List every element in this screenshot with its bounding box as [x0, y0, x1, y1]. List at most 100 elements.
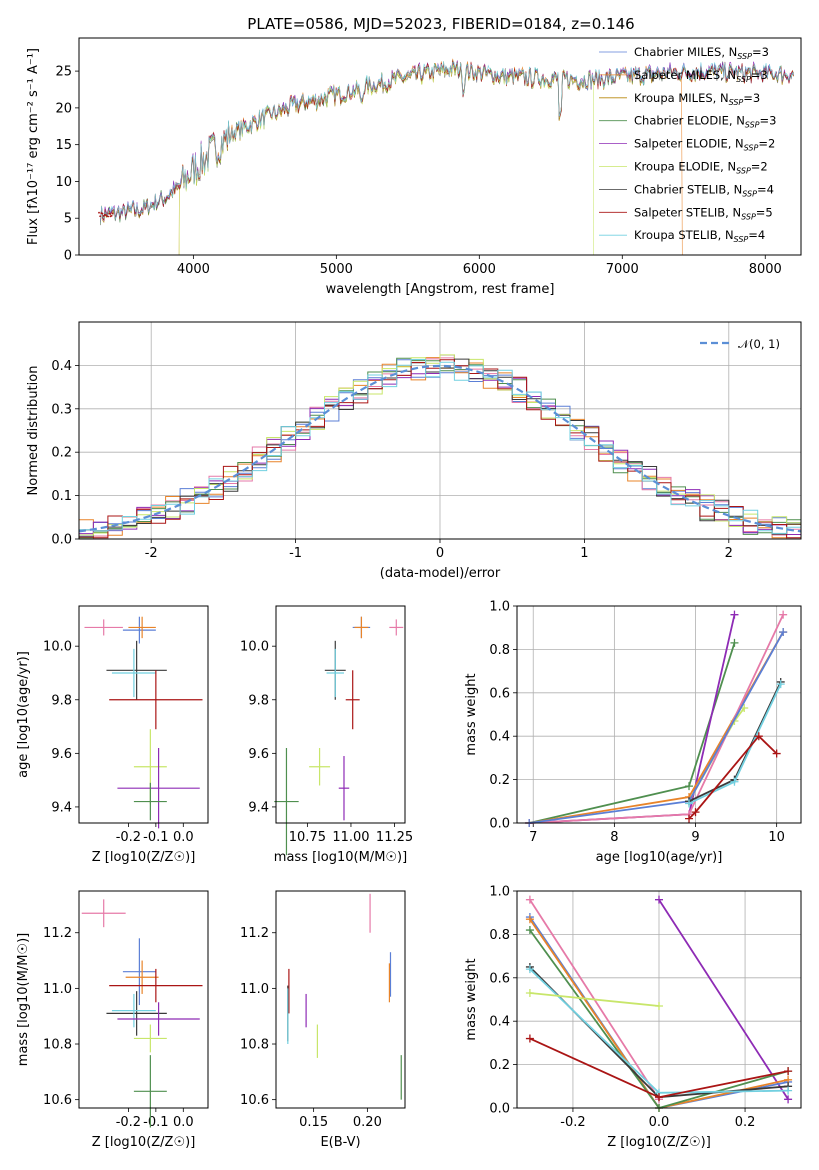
x-tick-label: 7000	[606, 262, 639, 277]
age_vs_Z-panel: -0.2 -0.1 0.0 9.4 9.6 9.8 10.0 Z [log10(Z/Z☉)] a…	[16, 605, 209, 865]
x-tick-label: 10.75	[289, 830, 326, 845]
series-marker-salpeter_stelib	[691, 808, 700, 817]
legend-entry: Salpeter STELIB, NSSP=5	[634, 205, 773, 221]
age_vs_mass-frame	[275, 605, 406, 824]
series-marker-pink	[525, 895, 534, 904]
y-tick-label: 11.0	[43, 982, 72, 997]
data-point	[101, 212, 104, 215]
legend-nssp-value: =2	[751, 160, 768, 174]
y-tick-label: 0	[64, 249, 72, 264]
legend-nssp-value: =5	[756, 205, 773, 219]
y-tick-label: 0.8	[489, 928, 510, 943]
x-tick-label: 6000	[463, 262, 496, 277]
series-marker-salpeter_stelib	[685, 814, 694, 823]
residual_histogram-frame	[78, 321, 802, 540]
legend-model: Kroupa ELODIE,	[634, 160, 727, 174]
data-point	[98, 211, 100, 214]
mass_vs_EBV-marks	[287, 893, 402, 1100]
y-tick-label: 10.0	[43, 640, 72, 655]
x-tick-label: 0.0	[649, 1115, 670, 1130]
x-tick-label: 8	[610, 830, 618, 845]
x-tick-label: -0.2	[560, 1115, 585, 1130]
legend-nssp: N	[725, 228, 734, 242]
y-tick-label: 10.0	[240, 640, 269, 655]
y-tick-label: 9.8	[51, 693, 72, 708]
y-tick-label: 0.1	[51, 489, 72, 504]
y-tick-label: 11.0	[240, 982, 269, 997]
y-axis-label: mass weight	[464, 673, 479, 755]
y-tick-label: 10.6	[240, 1093, 269, 1108]
y-tick-label: 25	[55, 65, 72, 80]
legend-nssp-value: =2	[758, 137, 775, 151]
series-marker-chabrier_elodie	[730, 638, 739, 647]
x-tick-label: 2	[725, 546, 733, 561]
y-axis-label: mass [log10(M/M☉)]	[16, 933, 31, 1066]
age_vs_Z-marks	[84, 616, 203, 829]
normal-curve	[78, 364, 802, 533]
series-marker-salpeter_stelib	[525, 1034, 534, 1043]
y-tick-label: 9.6	[248, 747, 269, 762]
y-tick-label: 9.8	[248, 693, 269, 708]
y-tick-label: 9.4	[248, 800, 269, 815]
y-tick-label: 0.0	[489, 817, 510, 832]
data-point	[99, 215, 102, 218]
y-tick-label: 5	[64, 212, 72, 227]
series-marker-chabrier_elodie	[525, 926, 534, 935]
legend-normal-label: 𝒩(0, 1)	[738, 337, 780, 351]
series-marker-pink	[779, 610, 788, 619]
series-line-salpeter_elodie	[658, 899, 789, 1100]
mass_vs_Z-frame	[78, 890, 209, 1109]
legend-entry: Kroupa MILES, NSSP=3	[634, 91, 760, 107]
y-axis-label: mass weight	[464, 958, 479, 1040]
legend-nssp: N	[736, 114, 745, 128]
series-line-pink	[529, 614, 784, 824]
legend-entry: Chabrier MILES, NSSP=3	[634, 45, 769, 61]
y-tick-label: 15	[55, 138, 72, 153]
series-marker-kroupa_stelib	[730, 777, 739, 786]
series-line-salpeter_elodie	[529, 614, 736, 824]
x-tick-label: 7	[529, 830, 537, 845]
x-tick-label: 4000	[177, 262, 210, 277]
x-tick-label: -2	[145, 546, 158, 561]
series-line-kroupa_elodie	[529, 992, 660, 1007]
series-line-salpeter_stelib	[688, 734, 778, 820]
x-tick-label: 10	[768, 830, 785, 845]
data-point	[107, 215, 110, 218]
y-tick-label: 9.6	[51, 747, 72, 762]
series-marker-kroupa_stelib	[776, 680, 785, 689]
legend-nssp: N	[727, 160, 736, 174]
x-tick-label: -1	[289, 546, 302, 561]
series-marker-kroupa_stelib	[784, 1086, 793, 1095]
x-axis-label: mass [log10(M/M☉)]	[274, 850, 407, 865]
legend-model: Chabrier MILES,	[634, 45, 729, 59]
x-tick-label: 11.25	[376, 830, 413, 845]
mass_weight_vs_Z-panel: -0.2 0.0 0.2 0.0 0.2 0.4 0.6 0.8 1.0 Z [log10(Z/Z…	[464, 885, 802, 1150]
y-tick-label: 0.2	[489, 773, 510, 788]
data-point	[108, 212, 111, 215]
y-axis-label: Normed distribution	[26, 366, 41, 496]
legend-nssp-sub: SSP	[742, 189, 757, 198]
series-marker-kroupa_elodie	[525, 988, 534, 997]
mass_weight_vs_age-marks	[525, 610, 788, 827]
series-marker-salpeter_elodie	[655, 895, 663, 904]
legend-nssp-value: =3	[752, 45, 769, 59]
series-marker-salpeter_miles	[525, 915, 534, 924]
legend-entry: Chabrier STELIB, NSSP=4	[634, 182, 774, 198]
x-tick-label: 0.2	[735, 1115, 756, 1130]
legend-nssp-value: =3	[743, 91, 760, 105]
legend-entry: Salpeter ELODIE, NSSP=2	[634, 137, 775, 153]
legend-nssp-sub: SSP	[741, 212, 756, 221]
y-tick-label: 11.2	[240, 926, 269, 941]
y-tick-label: 10	[55, 175, 72, 190]
x-tick-label: 8000	[749, 262, 782, 277]
series-marker-kroupa_elodie	[655, 1002, 663, 1011]
y-tick-label: 0.8	[489, 643, 510, 658]
y-tick-label: 0.6	[489, 686, 510, 701]
series-marker-salpeter_stelib	[772, 749, 781, 758]
legend-model: Salpeter ELODIE,	[634, 137, 735, 151]
mass_weight_vs_age-panel: 7 8 9 10 0.0 0.2 0.4 0.6 0.8 1.0 age [log10(age/yr…	[464, 600, 802, 865]
y-tick-label: 1.0	[489, 885, 510, 900]
series-marker-salpeter_stelib	[754, 732, 763, 741]
legend-entry: Chabrier ELODIE, NSSP=3	[634, 114, 776, 130]
